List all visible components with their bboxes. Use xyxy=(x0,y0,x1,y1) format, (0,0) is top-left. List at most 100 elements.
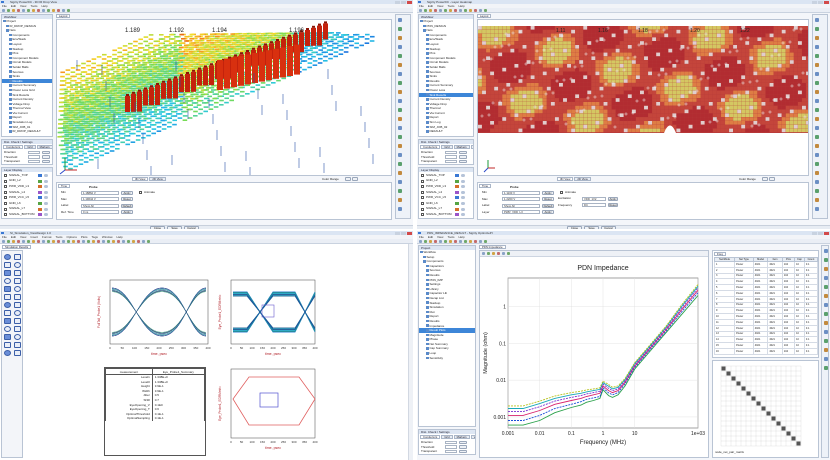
tree-item[interactable]: IR_DROP_DEFAULT xyxy=(2,129,52,134)
tool-icon[interactable] xyxy=(398,36,402,40)
toolbar-icon[interactable] xyxy=(464,9,467,12)
tree-item[interactable]: Sources xyxy=(2,70,52,75)
tree-item[interactable]: Sink Results xyxy=(2,93,52,98)
layer-color-swatch[interactable] xyxy=(38,213,42,217)
tree-item[interactable]: Results xyxy=(2,78,52,84)
tree-item[interactable]: Nets xyxy=(2,28,52,33)
form-field[interactable]: 0 ns xyxy=(81,210,119,214)
tree-item[interactable]: Thermal xyxy=(419,106,473,111)
layer-checkbox[interactable] xyxy=(421,207,424,211)
layer-eye-icon[interactable] xyxy=(44,202,48,205)
tab[interactable]: Grid xyxy=(441,145,453,149)
layer-checkbox[interactable] xyxy=(421,174,424,177)
tab[interactable]: Markers xyxy=(36,145,52,149)
toolbar-icon[interactable] xyxy=(47,9,50,12)
layer-color-swatch[interactable] xyxy=(455,213,459,217)
tree-item[interactable]: IR_DROP_DESIGN xyxy=(2,24,52,29)
layer-color-swatch[interactable] xyxy=(455,179,459,183)
tool-icon[interactable] xyxy=(398,45,402,49)
settings-field[interactable] xyxy=(445,150,457,155)
tree-item[interactable]: Power Loss xyxy=(419,88,473,93)
toolbar-icon[interactable] xyxy=(17,9,20,12)
tool-icon[interactable] xyxy=(398,99,402,103)
layer-eye-icon[interactable] xyxy=(44,174,48,177)
layer-checkbox[interactable] xyxy=(4,202,7,205)
menu-item[interactable]: File xyxy=(419,4,424,8)
tool-icon[interactable] xyxy=(398,135,402,139)
toolbar-icon[interactable] xyxy=(444,9,447,12)
minimize-button[interactable] xyxy=(812,0,817,4)
toolbar-icon[interactable] xyxy=(52,9,55,12)
color-range-button[interactable] xyxy=(345,177,351,181)
layer-color-swatch[interactable] xyxy=(455,207,459,211)
footer-button[interactable]: Cancel xyxy=(184,226,199,229)
layer-color-swatch[interactable] xyxy=(38,185,42,189)
close-button[interactable] xyxy=(407,0,412,4)
layer-checkbox[interactable] xyxy=(421,185,424,189)
tab-layout[interactable]: Layout xyxy=(56,14,71,18)
settings-field[interactable] xyxy=(28,159,40,164)
tree-item[interactable]: Voltage Drop xyxy=(2,102,52,107)
tool-icon[interactable] xyxy=(398,117,402,121)
tree-item[interactable]: Pins xyxy=(419,51,473,56)
menu-item[interactable]: Help xyxy=(41,4,48,8)
layer-checkbox[interactable] xyxy=(421,202,424,205)
tree-item[interactable]: Layout xyxy=(2,42,52,47)
tree-item[interactable]: Sink Results xyxy=(419,92,473,98)
tree-item[interactable]: Sinks xyxy=(419,74,473,79)
tool-icon[interactable] xyxy=(398,180,402,184)
layer-eye-icon[interactable] xyxy=(461,213,465,217)
toolbar-icon[interactable] xyxy=(42,9,45,12)
tool-icon[interactable] xyxy=(398,144,402,148)
layer-eye-icon[interactable] xyxy=(461,207,465,211)
settings-button[interactable] xyxy=(42,150,50,155)
layer-checkbox[interactable] xyxy=(4,196,7,200)
toolbar-icon[interactable] xyxy=(62,9,65,12)
toolbar-icon[interactable] xyxy=(419,9,422,12)
toolbar-icon[interactable] xyxy=(7,9,10,12)
tree-item[interactable]: Component Models xyxy=(2,56,52,61)
tree-item[interactable]: Layout xyxy=(419,42,473,47)
layer-color-swatch[interactable] xyxy=(455,202,459,205)
tree-item[interactable]: Current Summary xyxy=(2,83,52,88)
layer-checkbox[interactable] xyxy=(4,190,7,194)
tab[interactable]: Time xyxy=(58,184,71,188)
tree-item[interactable]: Power Loss Grid xyxy=(2,88,52,93)
layer-eye-icon[interactable] xyxy=(461,190,465,194)
layer-eye-icon[interactable] xyxy=(461,174,465,177)
menu-item[interactable]: Help xyxy=(458,4,465,8)
footer-button[interactable]: Close xyxy=(150,226,165,229)
settings-field[interactable] xyxy=(445,155,457,159)
tree-item[interactable]: SIM_JOB_02 xyxy=(419,125,473,130)
tree-item[interactable]: Current Density xyxy=(419,97,473,102)
viewport-3d[interactable]: 1.189 1.192 1.194 1.196 xyxy=(56,19,392,176)
form-field[interactable]: 1.19644 V xyxy=(81,197,119,201)
form-field[interactable]: 1.18862 V xyxy=(81,190,119,195)
toolbar-icon[interactable] xyxy=(459,9,462,12)
layer-eye-icon[interactable] xyxy=(44,196,48,200)
menu-item[interactable]: Tools xyxy=(30,4,38,8)
tool-icon[interactable] xyxy=(398,171,402,175)
tab-layout[interactable]: Layout xyxy=(477,14,492,18)
tree-item[interactable]: Via Current xyxy=(2,111,52,116)
tree-item[interactable]: Results xyxy=(419,79,473,84)
layer-checkbox[interactable] xyxy=(421,213,424,217)
layer-eye-icon[interactable] xyxy=(461,185,465,189)
toolbar-icon[interactable] xyxy=(439,9,442,12)
toolbar-icon[interactable] xyxy=(67,9,70,12)
tree-item[interactable]: Nets xyxy=(419,28,473,33)
layer-eye-icon[interactable] xyxy=(44,185,48,189)
layer-eye-icon[interactable] xyxy=(44,207,48,211)
tool-icon[interactable] xyxy=(398,126,402,130)
form-button[interactable]: Default xyxy=(121,203,133,208)
tab[interactable]: 2D View xyxy=(149,177,166,181)
layer-eye-icon[interactable] xyxy=(461,202,465,205)
menu-item[interactable]: Edit xyxy=(10,4,17,8)
layer-eye-icon[interactable] xyxy=(461,179,465,183)
settings-field[interactable] xyxy=(28,155,40,159)
toolbar-icon[interactable] xyxy=(429,9,432,12)
form-button[interactable]: Reset xyxy=(121,197,133,201)
tab[interactable]: Vias xyxy=(470,145,473,149)
layer-checkbox[interactable] xyxy=(421,196,424,200)
viewport-2d[interactable]: 1.11 1.16 1.18 1.20 1.22 xyxy=(477,19,809,176)
